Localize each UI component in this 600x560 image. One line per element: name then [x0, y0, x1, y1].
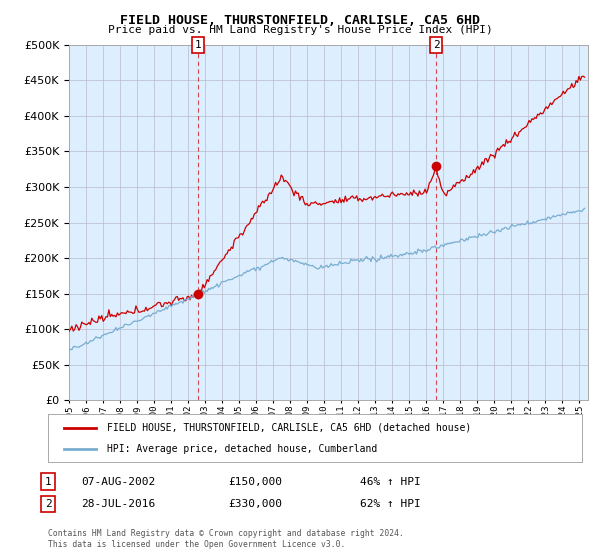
Text: 28-JUL-2016: 28-JUL-2016	[81, 499, 155, 509]
Text: 1: 1	[195, 40, 202, 50]
Text: 2: 2	[44, 499, 52, 509]
Text: £330,000: £330,000	[228, 499, 282, 509]
Text: 62% ↑ HPI: 62% ↑ HPI	[360, 499, 421, 509]
Text: 46% ↑ HPI: 46% ↑ HPI	[360, 477, 421, 487]
Text: Contains HM Land Registry data © Crown copyright and database right 2024.
This d: Contains HM Land Registry data © Crown c…	[48, 529, 404, 549]
Text: FIELD HOUSE, THURSTONFIELD, CARLISLE, CA5 6HD (detached house): FIELD HOUSE, THURSTONFIELD, CARLISLE, CA…	[107, 423, 471, 433]
Text: £150,000: £150,000	[228, 477, 282, 487]
Text: HPI: Average price, detached house, Cumberland: HPI: Average price, detached house, Cumb…	[107, 444, 377, 454]
Text: Price paid vs. HM Land Registry's House Price Index (HPI): Price paid vs. HM Land Registry's House …	[107, 25, 493, 35]
Text: 1: 1	[44, 477, 52, 487]
Text: 2: 2	[433, 40, 439, 50]
Text: 07-AUG-2002: 07-AUG-2002	[81, 477, 155, 487]
Text: FIELD HOUSE, THURSTONFIELD, CARLISLE, CA5 6HD: FIELD HOUSE, THURSTONFIELD, CARLISLE, CA…	[120, 14, 480, 27]
